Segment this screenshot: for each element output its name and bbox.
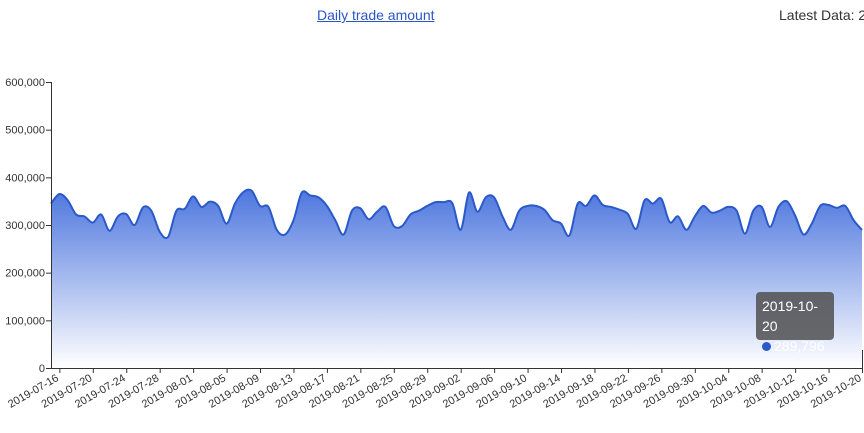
y-tick-label: 500,000 [5,125,45,137]
chart-title-link[interactable]: Daily trade amount [317,7,435,23]
data-tooltip: 2019-10-20 289,796 [756,292,834,354]
y-tick-label: 0 [39,363,45,375]
y-tick-label: 200,000 [5,268,45,280]
series-area-fill [51,189,862,368]
latest-data-label: Latest Data: 2 [779,7,864,23]
tooltip-series-dot-icon [762,342,771,351]
tooltip-value: 289,796 [774,338,825,354]
y-tick-label: 400,000 [5,172,45,184]
tooltip-date: 2019-10-20 [762,298,819,334]
series-line [50,188,863,240]
y-tick-label: 300,000 [5,220,45,232]
y-tick-label: 100,000 [5,315,45,327]
y-tick-label: 600,000 [5,77,45,89]
